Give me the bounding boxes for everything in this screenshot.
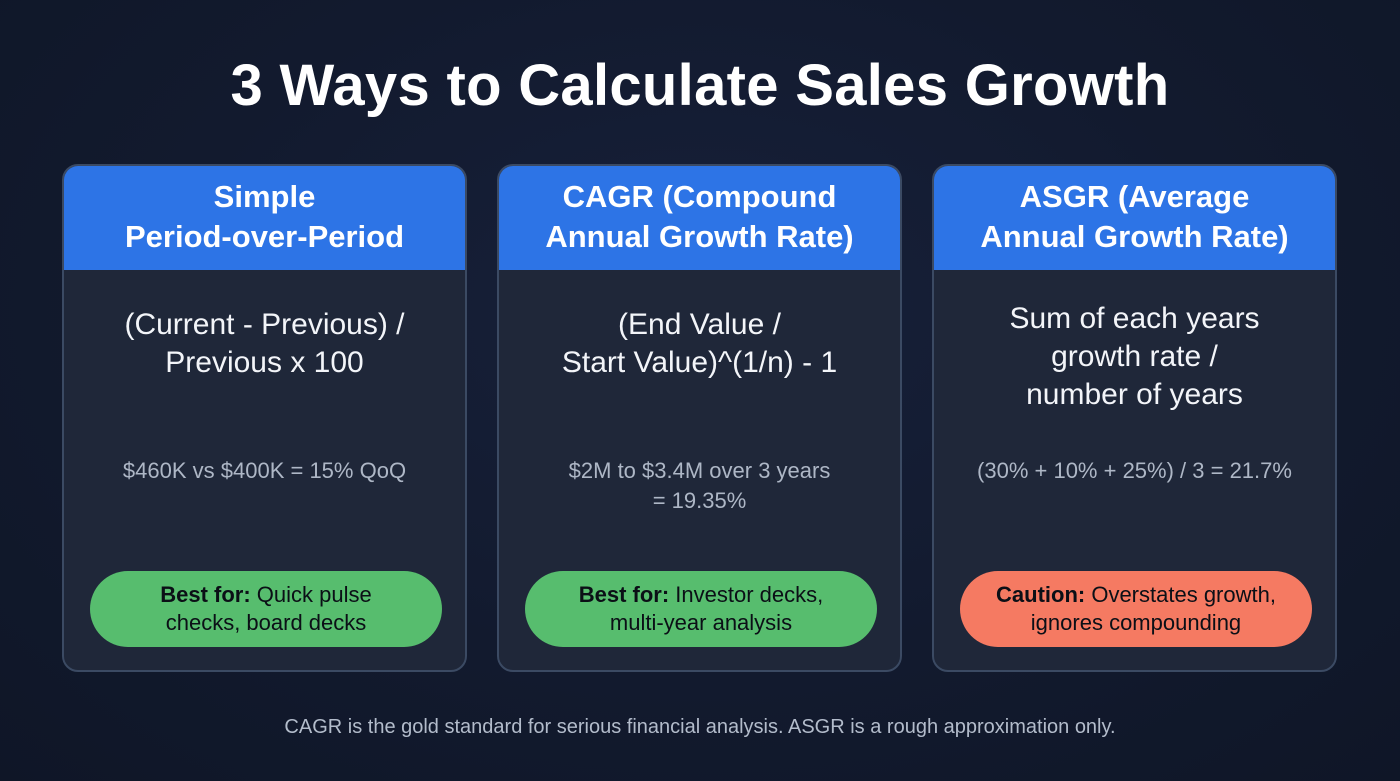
badge-text: Overstates growth,: [1085, 582, 1276, 607]
card-title-line: Period-over-Period: [124, 219, 405, 254]
formula: (End Value / Start Value)^(1/n) - 1: [499, 306, 900, 382]
badge-text: checks, board decks: [165, 610, 367, 635]
badge-label: Best for:: [578, 582, 670, 607]
method-cards: Simple Period-over-Period (Current - Pre…: [62, 164, 1337, 672]
badge-text: ignores compounding: [1030, 610, 1242, 635]
formula-line: Previous x 100: [165, 346, 364, 379]
example: (30% + 10% + 25%) / 3 = 21.7%: [934, 456, 1335, 486]
best-for-badge: Best for: Quick pulse checks, board deck…: [90, 571, 442, 647]
card-simple-pop: Simple Period-over-Period (Current - Pre…: [62, 164, 467, 672]
badge-text: Investor decks,: [669, 582, 824, 607]
formula-line: Sum of each years: [1009, 302, 1260, 335]
formula: Sum of each years growth rate / number o…: [934, 300, 1335, 414]
best-for-badge: Best for: Investor decks, multi-year ana…: [525, 571, 877, 647]
card-header: Simple Period-over-Period: [64, 166, 465, 270]
card-title-line: Simple: [213, 179, 316, 214]
card-cagr: CAGR (Compound Annual Growth Rate) (End …: [497, 164, 902, 672]
formula: (Current - Previous) / Previous x 100: [64, 306, 465, 382]
example-line: $2M to $3.4M over 3 years: [568, 458, 831, 483]
card-title-line: CAGR (Compound: [562, 179, 837, 214]
card-title-line: ASGR (Average: [1019, 179, 1250, 214]
formula-line: number of years: [1026, 378, 1243, 411]
page-title: 3 Ways to Calculate Sales Growth: [230, 53, 1170, 118]
formula-line: growth rate /: [1051, 340, 1218, 373]
card-header: CAGR (Compound Annual Growth Rate): [499, 166, 900, 270]
badge-text: multi-year analysis: [609, 610, 793, 635]
caution-badge: Caution: Overstates growth, ignores comp…: [960, 571, 1312, 647]
example-line: (30% + 10% + 25%) / 3 = 21.7%: [977, 458, 1292, 483]
badge-label: Best for:: [160, 582, 251, 607]
formula-line: Start Value)^(1/n) - 1: [561, 346, 838, 379]
card-title-line: Annual Growth Rate): [980, 219, 1289, 254]
card-asgr: ASGR (Average Annual Growth Rate) Sum of…: [932, 164, 1337, 672]
example-line: $460K vs $400K = 15% QoQ: [122, 458, 407, 483]
card-header: ASGR (Average Annual Growth Rate): [934, 166, 1335, 270]
footer-note: CAGR is the gold standard for serious fi…: [284, 716, 1116, 738]
example: $460K vs $400K = 15% QoQ: [64, 456, 465, 486]
badge-text: Quick pulse: [250, 582, 372, 607]
formula-line: (Current - Previous) /: [124, 308, 405, 341]
badge-label: Caution:: [996, 582, 1086, 607]
example: $2M to $3.4M over 3 years = 19.35%: [499, 456, 900, 516]
card-title-line: Annual Growth Rate): [545, 219, 854, 254]
example-line: = 19.35%: [652, 488, 747, 513]
formula-line: (End Value /: [618, 308, 781, 341]
